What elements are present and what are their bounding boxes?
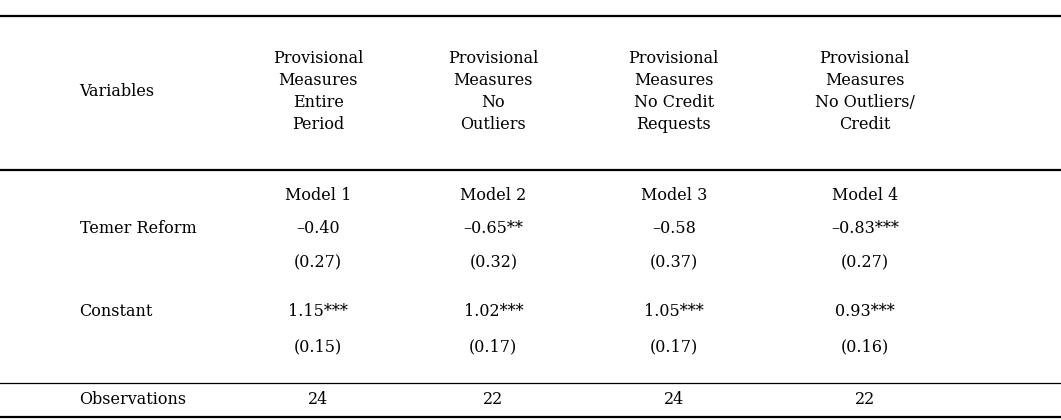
Text: 1.02***: 1.02*** (464, 303, 523, 320)
Text: (0.32): (0.32) (469, 254, 518, 271)
Text: 1.15***: 1.15*** (289, 303, 348, 320)
Text: (0.17): (0.17) (469, 338, 518, 355)
Text: –0.83***: –0.83*** (831, 220, 899, 237)
Text: Provisional
Measures
No Credit
Requests: Provisional Measures No Credit Requests (628, 50, 719, 134)
Text: Model 1: Model 1 (285, 187, 351, 204)
Text: Temer Reform: Temer Reform (80, 220, 196, 237)
Text: (0.27): (0.27) (294, 254, 343, 271)
Text: (0.17): (0.17) (649, 338, 698, 355)
Text: (0.15): (0.15) (294, 338, 343, 355)
Text: 1.05***: 1.05*** (644, 303, 703, 320)
Text: –0.58: –0.58 (651, 220, 696, 237)
Text: (0.27): (0.27) (840, 254, 889, 271)
Text: Observations: Observations (80, 391, 187, 408)
Text: Provisional
Measures
No Outliers/
Credit: Provisional Measures No Outliers/ Credit (815, 50, 915, 134)
Text: Model 2: Model 2 (460, 187, 526, 204)
Text: Provisional
Measures
Entire
Period: Provisional Measures Entire Period (273, 50, 364, 134)
Text: (0.16): (0.16) (840, 338, 889, 355)
Text: –0.40: –0.40 (296, 220, 341, 237)
Text: 0.93***: 0.93*** (835, 303, 894, 320)
Text: 22: 22 (483, 391, 504, 408)
Text: –0.65**: –0.65** (464, 220, 523, 237)
Text: (0.37): (0.37) (649, 254, 698, 271)
Text: Provisional
Measures
No
Outliers: Provisional Measures No Outliers (448, 50, 539, 134)
Text: 24: 24 (308, 391, 329, 408)
Text: 24: 24 (663, 391, 684, 408)
Text: 22: 22 (854, 391, 875, 408)
Text: Variables: Variables (80, 83, 155, 100)
Text: Model 3: Model 3 (641, 187, 707, 204)
Text: Constant: Constant (80, 303, 153, 320)
Text: Model 4: Model 4 (832, 187, 898, 204)
